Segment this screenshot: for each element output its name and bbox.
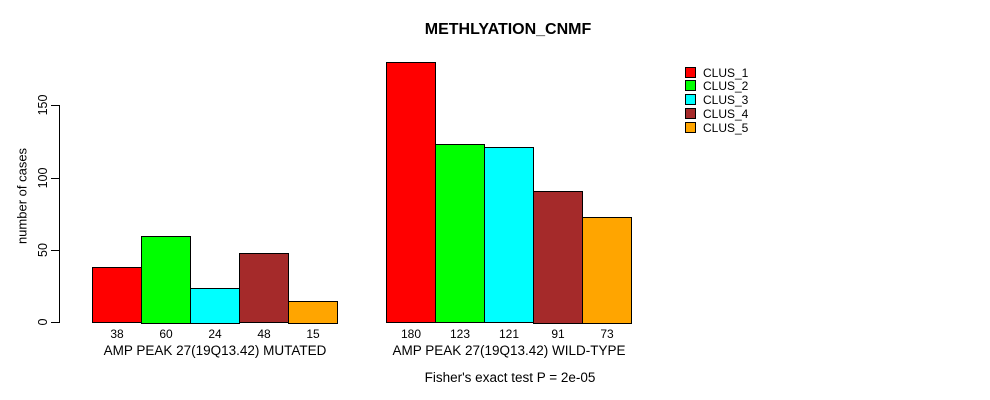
group-label: AMP PEAK 27(19Q13.42) WILD-TYPE — [392, 343, 626, 358]
bar-value-label: 121 — [498, 327, 520, 341]
legend-label: CLUS_5 — [703, 121, 749, 135]
bar-value-label: 91 — [551, 327, 565, 341]
legend-swatch-clus_4 — [685, 108, 696, 119]
legend-swatch-clus_1 — [685, 67, 696, 78]
bar-value-label: 38 — [110, 327, 124, 341]
bar-value-label: 60 — [159, 327, 173, 341]
y-tick-mark — [51, 322, 60, 323]
y-axis-label: number of cases — [14, 147, 30, 245]
y-axis-line — [59, 105, 60, 323]
bar-value-label: 48 — [257, 327, 271, 341]
y-tick-label: 0 — [36, 318, 50, 326]
bar-clus_4 — [239, 253, 289, 323]
y-tick-mark — [51, 250, 60, 251]
legend-swatch-clus_5 — [685, 122, 696, 133]
legend-swatch-clus_3 — [685, 94, 696, 105]
bar-clus_3 — [484, 147, 534, 323]
bar-clus_3 — [190, 288, 240, 324]
bar-clus_1 — [386, 62, 436, 323]
legend-swatch-clus_2 — [685, 80, 696, 91]
bar-clus_2 — [435, 144, 485, 323]
bar-clus_2 — [141, 236, 191, 324]
fisher-test-annotation: Fisher's exact test P = 2e-05 — [424, 370, 596, 385]
bar-value-label: 24 — [208, 327, 222, 341]
bar-value-label: 123 — [449, 327, 471, 341]
bar-value-label: 15 — [306, 327, 320, 341]
bar-value-label: 180 — [400, 327, 422, 341]
legend-label: CLUS_3 — [703, 93, 749, 107]
chart-title: METHLYATION_CNMF — [424, 21, 592, 38]
group-label: AMP PEAK 27(19Q13.42) MUTATED — [103, 343, 327, 358]
y-tick-label: 100 — [36, 167, 50, 189]
legend-label: CLUS_2 — [703, 79, 749, 93]
y-tick-mark — [51, 105, 60, 106]
bar-clus_4 — [533, 191, 583, 324]
legend-label: CLUS_4 — [703, 107, 749, 121]
y-tick-mark — [51, 178, 60, 179]
bar-value-label: 73 — [600, 327, 614, 341]
bar-clus_5 — [582, 217, 632, 324]
legend-label: CLUS_1 — [703, 66, 749, 80]
bar-clus_1 — [92, 267, 142, 323]
y-tick-label: 150 — [36, 94, 50, 116]
bar-clus_5 — [288, 301, 338, 324]
y-tick-label: 50 — [36, 243, 50, 257]
